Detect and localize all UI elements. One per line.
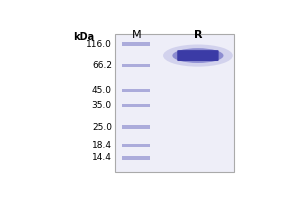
Bar	[122, 156, 150, 160]
Text: 45.0: 45.0	[92, 86, 112, 95]
Bar	[122, 64, 150, 67]
Text: 25.0: 25.0	[92, 123, 112, 132]
Text: M: M	[131, 30, 141, 40]
Ellipse shape	[172, 48, 224, 63]
Text: R: R	[194, 30, 202, 40]
Text: kDa: kDa	[74, 32, 94, 42]
Text: 116.0: 116.0	[86, 40, 112, 49]
Bar	[122, 125, 150, 129]
Bar	[122, 89, 150, 92]
FancyBboxPatch shape	[177, 50, 219, 61]
Text: 35.0: 35.0	[92, 101, 112, 110]
Text: 66.2: 66.2	[92, 61, 112, 70]
Text: 14.4: 14.4	[92, 153, 112, 162]
Bar	[122, 144, 150, 147]
Text: 18.4: 18.4	[92, 141, 112, 150]
Bar	[122, 104, 150, 107]
Ellipse shape	[163, 44, 233, 67]
Bar	[122, 42, 150, 46]
Bar	[116, 34, 234, 172]
